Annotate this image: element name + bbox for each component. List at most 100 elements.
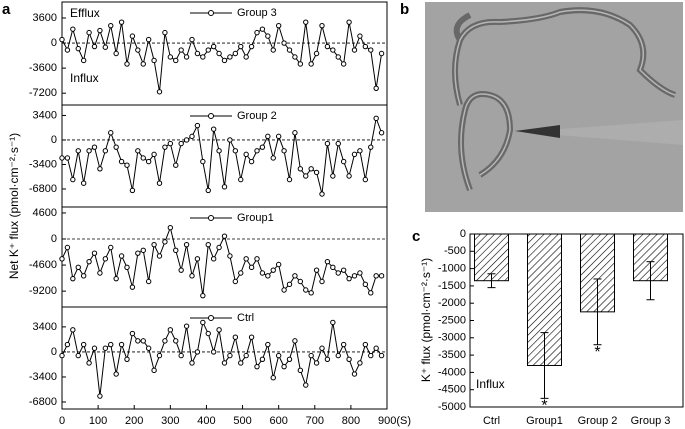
data-point <box>281 148 287 154</box>
x-tick-label: 800 <box>342 415 360 427</box>
data-point <box>210 349 217 355</box>
data-point <box>265 341 271 348</box>
data-point <box>64 47 71 53</box>
data-point <box>97 27 103 34</box>
data-point <box>108 22 114 29</box>
data-point <box>86 29 92 36</box>
data-point <box>210 126 217 132</box>
data-point <box>216 327 222 333</box>
x-tick-label: 300 <box>161 415 179 427</box>
data-point <box>286 47 293 53</box>
data-point <box>373 115 379 122</box>
data-point <box>265 33 271 39</box>
y-tick-label: 0 <box>460 228 466 240</box>
data-point <box>221 360 228 366</box>
y-tick-label: 4600 <box>33 207 57 219</box>
data-point <box>227 352 233 359</box>
data-point <box>286 356 293 362</box>
data-point <box>102 345 109 351</box>
data-point <box>75 45 81 52</box>
annotation: Influx <box>70 71 99 85</box>
y-tick-label: -6800 <box>29 396 57 408</box>
data-point <box>378 352 385 359</box>
data-point <box>205 187 211 194</box>
data-point <box>281 287 287 293</box>
data-point <box>292 338 298 344</box>
y-tick-label: -4500 <box>438 384 466 396</box>
data-point <box>232 334 239 340</box>
data-point <box>189 36 195 43</box>
data-point <box>357 148 363 154</box>
data-point <box>151 151 157 158</box>
data-point <box>243 54 249 60</box>
panel-label: c <box>412 228 420 245</box>
legend-marker <box>208 10 214 16</box>
data-point <box>286 176 293 183</box>
data-point <box>205 330 211 337</box>
y-axis-label: K⁺ flux (pmol·cm⁻²·s⁻¹) <box>419 258 433 382</box>
data-point <box>351 151 358 158</box>
data-point <box>194 122 201 129</box>
data-point <box>346 356 352 362</box>
data-point <box>243 151 249 158</box>
y-tick-label: 0 <box>51 134 57 146</box>
y-tick-label: -2000 <box>438 297 466 309</box>
x-tick-label: 500 <box>233 415 251 427</box>
data-point <box>313 169 320 176</box>
data-point <box>270 375 276 381</box>
data-point <box>167 54 174 60</box>
data-point <box>313 50 320 57</box>
data-point <box>335 352 341 359</box>
data-point <box>129 330 136 337</box>
data-point <box>108 244 114 251</box>
y-tick-label: 0 <box>51 37 57 49</box>
data-point <box>324 140 331 147</box>
data-point <box>335 140 341 147</box>
x-tick-label: 900(S) <box>378 415 411 427</box>
data-point <box>200 292 206 299</box>
data-point <box>340 341 347 348</box>
legend-label: Group 3 <box>237 7 277 19</box>
data-point <box>319 345 325 351</box>
data-point <box>80 273 87 279</box>
series-line <box>61 225 382 296</box>
data-point <box>232 50 239 57</box>
data-point <box>324 43 331 50</box>
data-point <box>281 363 287 370</box>
data-point <box>205 47 211 53</box>
data-point <box>351 371 358 377</box>
data-point <box>297 166 304 172</box>
data-point <box>362 281 369 288</box>
data-point <box>135 338 141 344</box>
data-point <box>330 47 336 53</box>
x-tick-label: Group1 <box>526 415 563 427</box>
data-point <box>265 133 271 140</box>
data-point <box>313 360 320 366</box>
data-point <box>178 352 184 359</box>
series-line <box>62 116 383 195</box>
data-point <box>118 253 125 259</box>
legend-marker <box>208 315 214 321</box>
data-point <box>200 54 206 60</box>
data-point <box>86 148 92 154</box>
data-point <box>129 33 136 39</box>
data-point <box>378 273 385 279</box>
data-point <box>64 341 71 348</box>
y-tick-label: -3000 <box>438 332 466 344</box>
data-point <box>194 349 201 355</box>
data-point <box>303 173 309 179</box>
data-point <box>124 162 130 168</box>
data-point <box>238 176 244 183</box>
data-point <box>216 50 222 57</box>
data-point <box>124 264 130 271</box>
data-point <box>156 253 163 259</box>
legend-marker <box>208 215 214 221</box>
data-point <box>118 158 125 165</box>
legend-label: Ctrl <box>237 312 254 324</box>
data-point <box>340 267 347 273</box>
data-point <box>189 360 195 366</box>
data-point <box>210 43 217 50</box>
data-point <box>140 61 146 67</box>
data-point <box>162 29 168 36</box>
data-point <box>167 327 174 333</box>
